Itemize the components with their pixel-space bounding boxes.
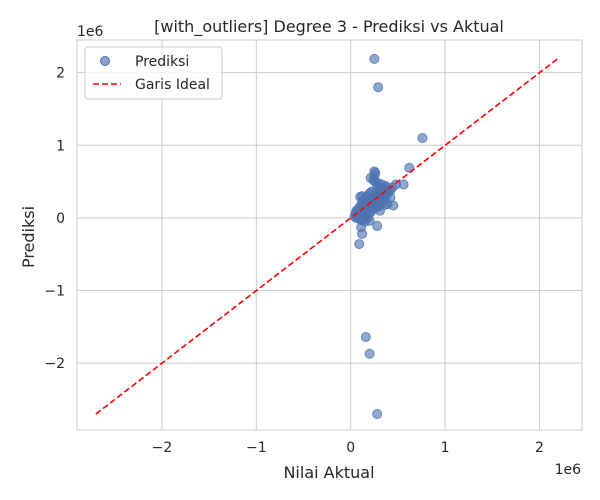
scatter-point <box>372 409 383 420</box>
scatter-point <box>354 239 365 250</box>
scatter-point <box>404 162 415 173</box>
y-tick-label: −2 <box>44 356 65 372</box>
y-tick-label: −1 <box>44 284 65 300</box>
x-tick-label: −1 <box>246 440 267 456</box>
scatter-point <box>369 53 380 64</box>
y-tick-label: 0 <box>56 211 65 227</box>
scatter-point <box>385 192 396 203</box>
y-tick-label: 1 <box>56 138 65 154</box>
x-tick-label: 2 <box>535 440 544 456</box>
chart-title: [with_outliers] Degree 3 - Prediksi vs A… <box>154 17 504 37</box>
scatter-point <box>360 332 371 343</box>
plot-frame <box>76 39 583 431</box>
scatter-point <box>371 186 382 197</box>
x-tick-label: −2 <box>152 440 173 456</box>
ideal-line <box>95 58 558 415</box>
x-axis-label: Nilai Aktual <box>283 463 374 482</box>
plot-area <box>76 39 583 431</box>
legend-label-prediksi: Prediksi <box>135 54 189 70</box>
scatter-point <box>364 215 375 226</box>
scatter-point <box>373 178 384 189</box>
legend-marker-prediksi <box>100 56 110 66</box>
scatter-point <box>373 82 384 93</box>
y-axis-offset-text: 1e6 <box>77 24 104 40</box>
data-marks <box>95 53 558 420</box>
x-axis-offset-text: 1e6 <box>555 462 582 478</box>
x-tick-label: 0 <box>346 440 355 456</box>
y-tick-label: 2 <box>56 66 65 82</box>
tick-labels: −2 −1 0 1 2 −2 −1 0 1 2 <box>44 66 544 456</box>
y-axis-label: Prediksi <box>19 206 38 268</box>
scatter-point <box>364 348 375 359</box>
scatter-point <box>372 220 383 231</box>
scatter-point <box>357 228 368 239</box>
legend: Prediksi Garis Ideal <box>84 46 223 100</box>
scatter-point <box>417 133 428 144</box>
x-tick-label: 1 <box>441 440 450 456</box>
legend-label-garis-ideal: Garis Ideal <box>135 77 210 93</box>
legend-box <box>84 46 223 100</box>
